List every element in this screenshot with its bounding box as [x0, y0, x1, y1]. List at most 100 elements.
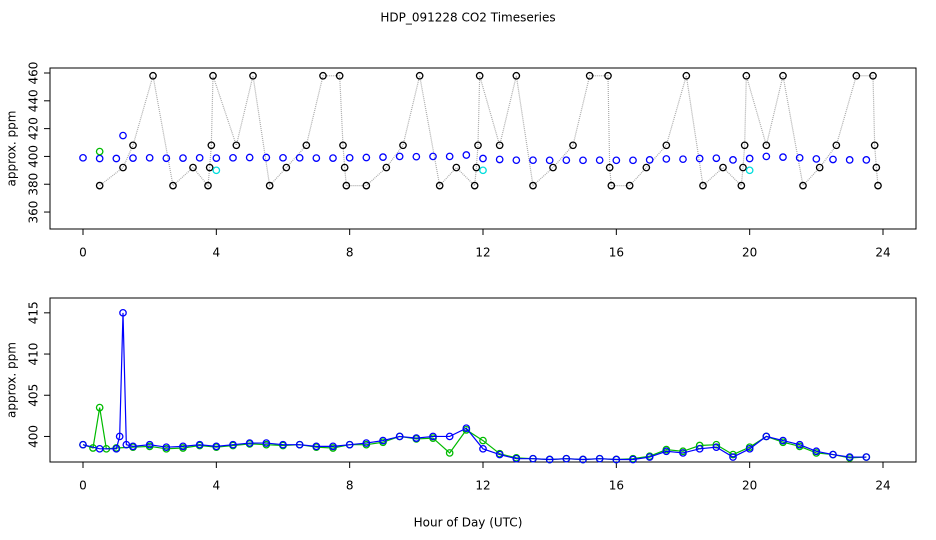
data-point	[119, 163, 127, 172]
data-point	[335, 71, 344, 80]
data-point	[412, 434, 421, 442]
data-point	[229, 153, 237, 162]
y-tick-label: 460	[27, 62, 41, 85]
data-point	[712, 154, 721, 163]
data-point	[529, 181, 537, 190]
data-point	[662, 141, 671, 150]
data-point	[529, 454, 537, 463]
data-point	[204, 181, 212, 190]
data-point	[445, 432, 454, 441]
x-tick-label: 8	[346, 246, 354, 260]
data-point	[545, 455, 554, 464]
series-line	[82, 312, 867, 461]
chart-title: HDP_091228 CO2 Timeseries	[380, 11, 555, 25]
data-point	[682, 71, 691, 80]
data-point	[149, 71, 157, 80]
data-point	[162, 154, 171, 163]
data-point	[739, 163, 747, 172]
data-point	[579, 455, 587, 464]
data-point	[479, 154, 487, 163]
data-point	[312, 154, 321, 162]
data-point	[832, 141, 841, 150]
data-point	[79, 440, 87, 449]
data-point	[495, 141, 504, 150]
data-point	[740, 141, 749, 150]
data-point	[179, 154, 187, 162]
data-point	[845, 453, 854, 461]
data-point	[699, 181, 707, 190]
data-point	[195, 153, 204, 162]
data-point	[479, 444, 487, 453]
data-point	[319, 71, 327, 80]
x-tick-label: 0	[79, 479, 87, 493]
data-point	[229, 440, 237, 449]
x-tick-label: 12	[475, 479, 490, 493]
y-tick-label: 415	[27, 301, 41, 324]
x-tick-label: 20	[742, 246, 757, 260]
data-point	[470, 181, 479, 190]
data-point	[265, 181, 274, 190]
data-point	[745, 444, 754, 453]
data-point	[695, 444, 704, 453]
data-point	[799, 181, 807, 190]
x-tick-label: 4	[213, 479, 221, 493]
data-point	[729, 453, 737, 461]
data-point	[212, 442, 221, 451]
data-point	[779, 436, 787, 445]
data-point	[395, 152, 404, 161]
data-point	[862, 156, 871, 164]
data-point	[279, 153, 287, 162]
data-point	[872, 163, 881, 172]
data-point	[119, 131, 127, 140]
data-point	[207, 141, 216, 150]
data-point	[604, 71, 612, 80]
data-point	[829, 155, 837, 164]
x-tick-label: 8	[346, 479, 354, 493]
data-point	[612, 156, 621, 165]
data-point	[845, 156, 854, 164]
data-point	[179, 442, 187, 451]
data-point	[719, 163, 727, 172]
data-point	[295, 440, 304, 449]
y-tick-label: 400	[27, 145, 41, 168]
y-tick-label: 420	[27, 117, 41, 140]
data-point	[115, 432, 124, 441]
data-point	[512, 71, 521, 80]
data-point	[779, 153, 787, 161]
x-tick-label: 12	[475, 246, 490, 260]
data-point	[512, 454, 521, 463]
data-point	[729, 156, 737, 164]
data-point	[585, 71, 594, 80]
y-tick-label: 400	[27, 425, 41, 448]
data-point	[162, 443, 171, 452]
data-point	[712, 443, 721, 452]
data-point	[95, 147, 104, 156]
data-point	[345, 440, 354, 449]
data-point	[342, 181, 351, 190]
data-point	[829, 450, 837, 459]
data-point	[340, 163, 349, 172]
y-tick-label: 380	[27, 173, 41, 196]
data-point	[870, 141, 879, 150]
y-tick-label: 410	[27, 343, 41, 366]
x-tick-label: 16	[609, 479, 624, 493]
x-tick-label: 0	[79, 246, 87, 260]
data-point	[452, 163, 461, 172]
data-point	[195, 440, 204, 449]
data-point	[607, 181, 616, 190]
data-point	[399, 141, 407, 150]
data-point	[695, 154, 704, 163]
data-point	[625, 181, 634, 190]
data-point	[262, 153, 271, 162]
data-point	[569, 141, 577, 150]
data-point	[474, 141, 482, 150]
data-point	[812, 447, 821, 456]
data-point	[445, 449, 454, 457]
data-point	[232, 141, 241, 150]
y-tick-label: 360	[27, 201, 41, 224]
x-tick-label: 20	[742, 479, 757, 493]
data-point	[145, 153, 154, 162]
data-point	[762, 432, 771, 441]
data-point	[479, 166, 487, 175]
